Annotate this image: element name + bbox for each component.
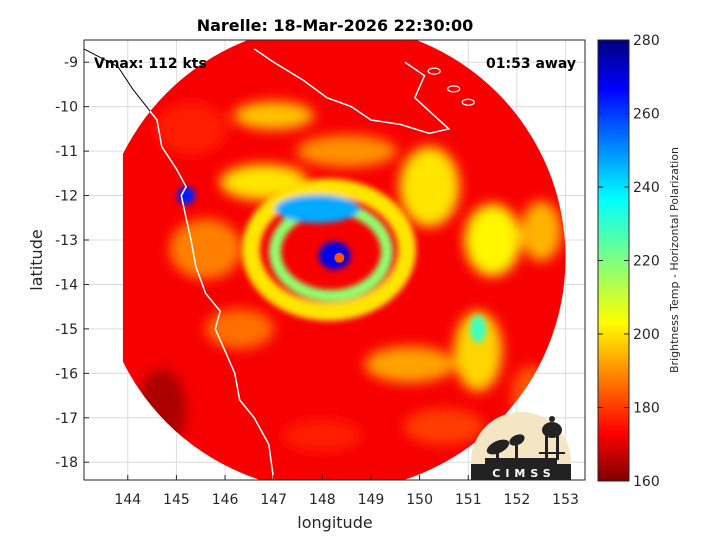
queensland-coastline: [98, 48, 275, 480]
x-axis: 144 145 146 147 148 149 150 151 152 153: [114, 475, 579, 508]
y-axis-title: latitude: [27, 229, 46, 290]
colorbar-tick-label: 220: [633, 254, 660, 270]
convection-blob: [169, 218, 242, 279]
x-tick-label: 145: [163, 492, 190, 508]
time-away-annotation: 01:53 away: [486, 56, 576, 72]
x-tick-label: 153: [552, 492, 579, 508]
colorbar-tick-label: 260: [633, 107, 660, 123]
vmax-annotation: Vmax: 112 kts: [94, 56, 207, 72]
island-outline: [461, 98, 475, 106]
convection-blob: [296, 135, 397, 168]
y-tick-label: -15: [55, 322, 78, 338]
island-outline: [427, 67, 441, 75]
y-tick-label: -10: [55, 100, 78, 116]
colorbar-tick-label: 240: [633, 180, 660, 196]
plot-frame: [83, 39, 586, 481]
feature-north-rainband: [275, 194, 360, 223]
x-tick-label: 150: [406, 492, 433, 508]
x-tick-label: 152: [504, 492, 531, 508]
convection-blob: [233, 101, 314, 130]
colorbar-ticks: 280 260 240 220 200 180 160: [598, 33, 660, 490]
convection-blob: [399, 146, 460, 227]
feature-eyewall: [318, 241, 351, 270]
convection-blob: [453, 311, 502, 392]
convection-blob: [364, 346, 455, 383]
convection-blob: [205, 308, 274, 349]
y-tick-label: -13: [55, 233, 78, 249]
y-tick-label: -16: [55, 366, 78, 382]
feature-rainband-east: [469, 314, 486, 343]
convection-blob: [403, 408, 484, 445]
convection-blob: [282, 419, 363, 452]
x-tick-label: 144: [114, 492, 141, 508]
colorbar-tick-label: 280: [633, 33, 660, 49]
x-tick-label: 147: [260, 492, 287, 508]
convection-blob: [464, 204, 521, 276]
y-tick-label: -17: [55, 411, 78, 427]
cimss-logo: CIMSS: [471, 412, 571, 480]
x-tick-label: 148: [309, 492, 336, 508]
colorbar-tick-label: 160: [633, 474, 660, 490]
y-tick-label: -12: [55, 189, 78, 205]
png-coastline: [253, 48, 451, 135]
feature-outer-convection-west: [177, 186, 196, 205]
colorbar-label: Brightness Temp - Horizontal Polarizatio…: [668, 147, 681, 373]
x-tick-label: 151: [455, 492, 482, 508]
feature-eye: [334, 252, 345, 263]
y-tick-label: -18: [55, 455, 78, 471]
convection-blob: [155, 102, 228, 155]
chart-title: Narelle: 18-Mar-2026 22:30:00: [197, 16, 474, 35]
x-tick-label: 146: [212, 492, 239, 508]
y-tick-label: -11: [55, 144, 78, 160]
colorbar-tick-label: 200: [633, 327, 660, 343]
y-axis: -9 -10 -11 -12 -13 -14 -15 -16 -17 -18: [55, 55, 89, 471]
colorbar-tick-label: 180: [633, 401, 660, 417]
convection-blob: [521, 201, 562, 262]
microwave-swath: [122, 40, 566, 480]
x-axis-title: longitude: [297, 513, 372, 532]
y-tick-label: -14: [55, 277, 78, 293]
island-outline: [447, 85, 461, 93]
y-tick-label: -9: [64, 55, 78, 71]
x-tick-label: 149: [358, 492, 385, 508]
cimss-logo-text: CIMSS: [492, 467, 555, 480]
outer-rainband: [241, 178, 416, 321]
